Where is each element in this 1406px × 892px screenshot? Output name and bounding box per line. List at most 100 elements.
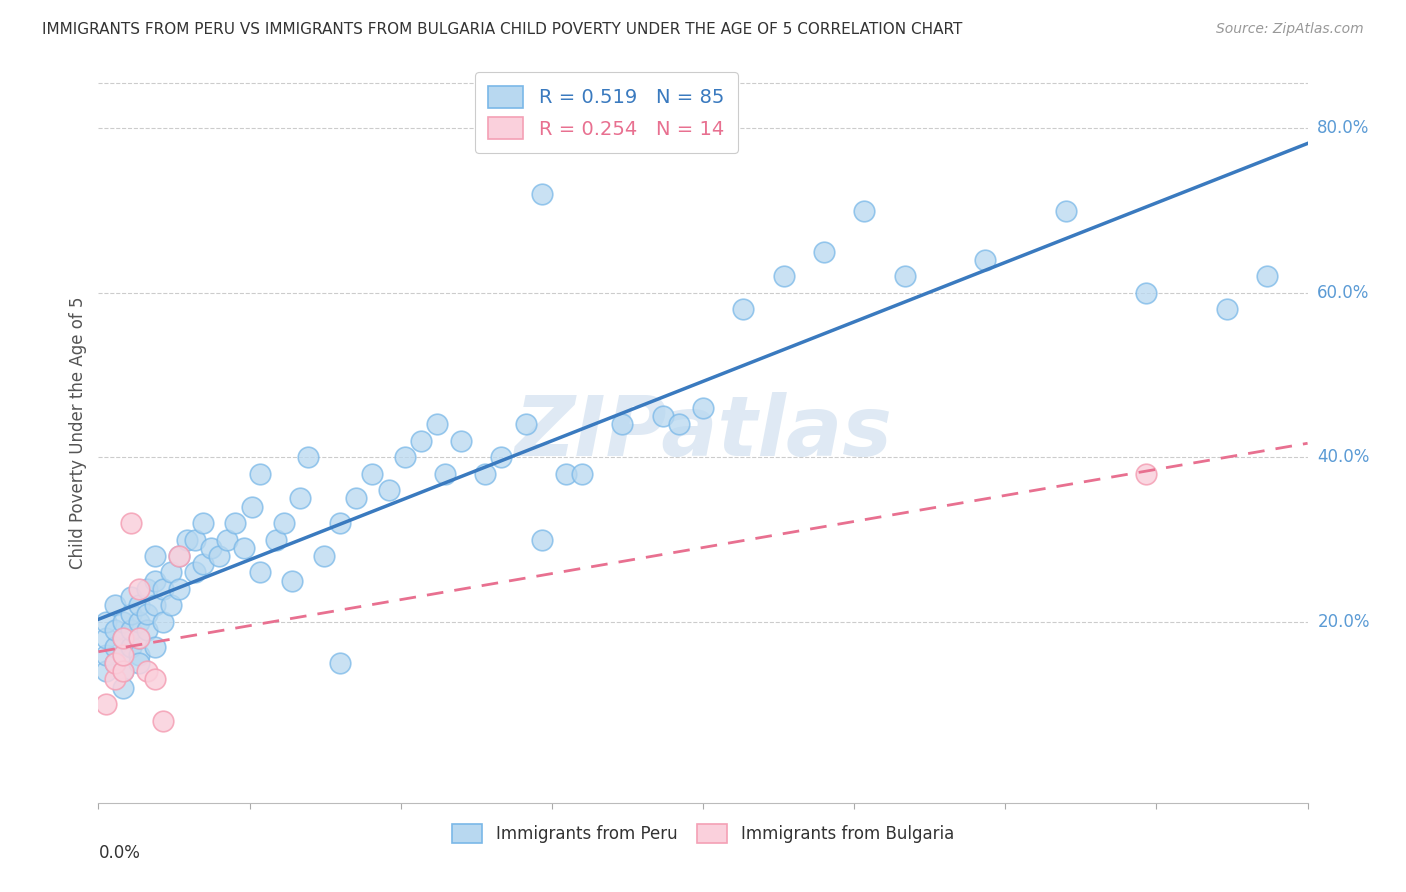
Point bbox=[1135, 467, 1157, 481]
Point bbox=[184, 566, 207, 580]
Point bbox=[515, 417, 537, 432]
Point bbox=[135, 623, 157, 637]
Point bbox=[974, 252, 997, 267]
Point bbox=[120, 516, 142, 530]
Point bbox=[329, 516, 352, 530]
Point bbox=[409, 434, 432, 448]
Text: 40.0%: 40.0% bbox=[1317, 449, 1369, 467]
Point bbox=[297, 450, 319, 465]
Point bbox=[240, 500, 263, 514]
Point bbox=[450, 434, 472, 448]
Point bbox=[103, 640, 125, 654]
Text: 20.0%: 20.0% bbox=[1317, 613, 1369, 631]
Point bbox=[200, 541, 222, 555]
Point bbox=[143, 549, 166, 563]
Point bbox=[193, 558, 215, 572]
Point bbox=[232, 541, 254, 555]
Point bbox=[103, 673, 125, 687]
Point bbox=[184, 533, 207, 547]
Point bbox=[167, 549, 190, 563]
Point bbox=[344, 491, 367, 506]
Point bbox=[813, 244, 835, 259]
Point bbox=[668, 417, 690, 432]
Point bbox=[249, 467, 271, 481]
Point bbox=[143, 640, 166, 654]
Point bbox=[111, 664, 134, 678]
Point bbox=[103, 656, 125, 670]
Point bbox=[135, 664, 157, 678]
Point bbox=[96, 697, 118, 711]
Point bbox=[893, 269, 915, 284]
Point bbox=[1135, 285, 1157, 300]
Point bbox=[128, 599, 150, 613]
Point bbox=[491, 450, 513, 465]
Point bbox=[111, 648, 134, 662]
Point bbox=[152, 714, 174, 728]
Point bbox=[176, 533, 198, 547]
Point bbox=[208, 549, 231, 563]
Point bbox=[128, 656, 150, 670]
Point bbox=[111, 648, 134, 662]
Point bbox=[329, 656, 352, 670]
Text: 80.0%: 80.0% bbox=[1317, 120, 1369, 137]
Point bbox=[96, 648, 118, 662]
Point bbox=[96, 615, 118, 629]
Text: 60.0%: 60.0% bbox=[1317, 284, 1369, 301]
Point bbox=[120, 607, 142, 621]
Point bbox=[120, 623, 142, 637]
Point bbox=[530, 533, 553, 547]
Point bbox=[1216, 302, 1239, 317]
Point bbox=[853, 203, 876, 218]
Point bbox=[111, 681, 134, 695]
Point bbox=[394, 450, 416, 465]
Point bbox=[612, 417, 634, 432]
Text: IMMIGRANTS FROM PERU VS IMMIGRANTS FROM BULGARIA CHILD POVERTY UNDER THE AGE OF : IMMIGRANTS FROM PERU VS IMMIGRANTS FROM … bbox=[42, 22, 963, 37]
Point bbox=[111, 632, 134, 646]
Point bbox=[692, 401, 714, 415]
Point bbox=[167, 549, 190, 563]
Point bbox=[152, 615, 174, 629]
Point bbox=[111, 632, 134, 646]
Point bbox=[167, 582, 190, 596]
Text: Source: ZipAtlas.com: Source: ZipAtlas.com bbox=[1216, 22, 1364, 37]
Point bbox=[128, 648, 150, 662]
Point bbox=[426, 417, 449, 432]
Text: 0.0%: 0.0% bbox=[98, 844, 141, 862]
Point bbox=[474, 467, 496, 481]
Text: ZIPatlas: ZIPatlas bbox=[515, 392, 891, 473]
Point bbox=[733, 302, 755, 317]
Point bbox=[103, 599, 125, 613]
Point bbox=[264, 533, 287, 547]
Point bbox=[160, 566, 183, 580]
Point bbox=[1256, 269, 1278, 284]
Point bbox=[281, 574, 304, 588]
Point bbox=[361, 467, 384, 481]
Point bbox=[96, 632, 118, 646]
Point bbox=[135, 607, 157, 621]
Point bbox=[160, 599, 183, 613]
Point bbox=[143, 574, 166, 588]
Point bbox=[128, 632, 150, 646]
Y-axis label: Child Poverty Under the Age of 5: Child Poverty Under the Age of 5 bbox=[69, 296, 87, 569]
Point bbox=[193, 516, 215, 530]
Point bbox=[434, 467, 457, 481]
Point bbox=[571, 467, 593, 481]
Point bbox=[120, 640, 142, 654]
Point bbox=[249, 566, 271, 580]
Point bbox=[135, 582, 157, 596]
Point bbox=[377, 483, 399, 498]
Point bbox=[120, 590, 142, 604]
Point bbox=[217, 533, 239, 547]
Point bbox=[143, 599, 166, 613]
Point bbox=[288, 491, 311, 506]
Point bbox=[555, 467, 578, 481]
Point bbox=[152, 582, 174, 596]
Point bbox=[651, 409, 673, 424]
Point bbox=[224, 516, 246, 530]
Point bbox=[103, 623, 125, 637]
Point bbox=[772, 269, 794, 284]
Point bbox=[111, 664, 134, 678]
Point bbox=[314, 549, 336, 563]
Point bbox=[530, 187, 553, 202]
Legend: Immigrants from Peru, Immigrants from Bulgaria: Immigrants from Peru, Immigrants from Bu… bbox=[446, 817, 960, 850]
